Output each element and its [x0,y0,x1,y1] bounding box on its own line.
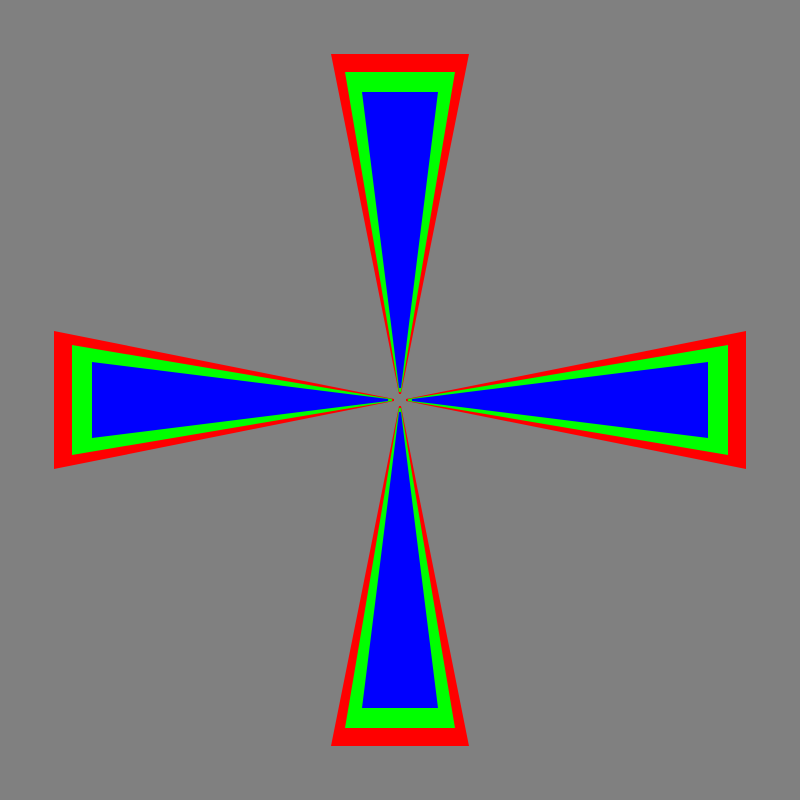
arm-right [406,331,746,469]
arm-top [331,54,469,394]
arm-right-inner-layer [412,362,708,438]
cross-arms [54,54,746,746]
arm-top-inner-layer [362,92,438,388]
arm-bottom [331,406,469,746]
arm-left-inner-layer [92,362,388,438]
arm-bottom-inner-layer [362,412,438,708]
arm-left [54,331,394,469]
